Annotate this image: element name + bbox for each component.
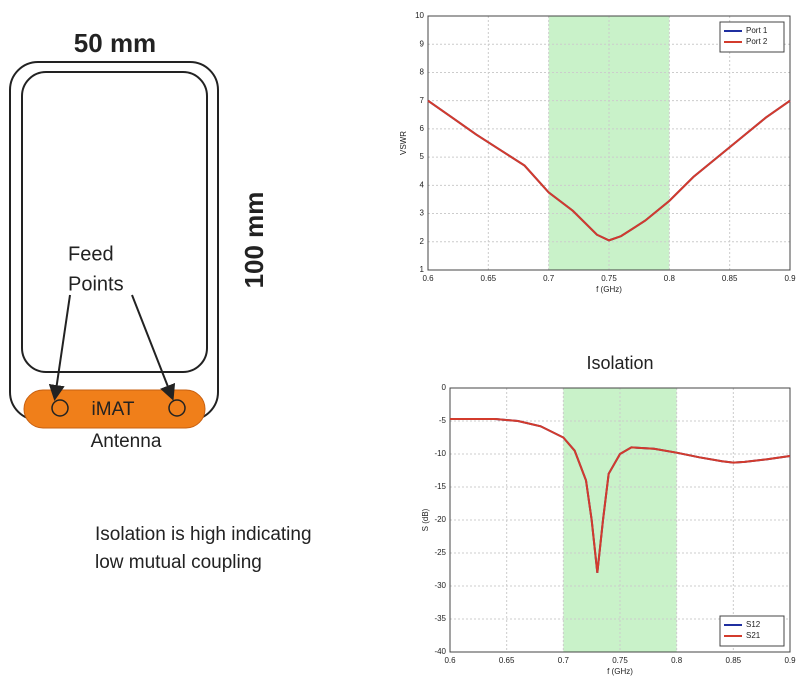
antenna	[23, 389, 206, 429]
arrow	[131, 294, 176, 401]
x-tick-label: 0.7	[543, 274, 555, 283]
x-tick-label: 0.8	[664, 274, 676, 283]
legend-label: S21	[746, 631, 761, 640]
chart-title: Isolation	[586, 353, 653, 373]
feed-label: Points	[68, 273, 124, 295]
antenna-caption: Antenna	[91, 431, 162, 452]
y-tick-label: 5	[420, 152, 425, 161]
feed-point	[168, 399, 186, 417]
y-axis-label: S (dB)	[421, 508, 430, 531]
x-tick-label: 0.75	[601, 274, 617, 283]
x-tick-label: 0.8	[671, 656, 683, 665]
y-tick-label: -20	[434, 515, 446, 524]
y-tick-label: -15	[434, 482, 446, 491]
y-tick-label: 0	[442, 383, 447, 392]
screen-outline	[21, 71, 208, 373]
y-tick-label: 6	[420, 124, 425, 133]
series-line	[427, 99, 791, 242]
legend-label: Port 2	[746, 37, 768, 46]
note: low mutual coupling	[95, 552, 262, 573]
plot-frame	[427, 15, 791, 271]
y-tick-label: 3	[420, 209, 425, 218]
y-tick-label: 7	[420, 96, 425, 105]
legend-label: Port 1	[746, 26, 768, 35]
y-axis-label: VSWR	[399, 131, 408, 155]
x-axis-label: f (GHz)	[596, 285, 622, 294]
y-tick-label: -35	[434, 614, 446, 623]
x-tick-label: 0.65	[481, 274, 497, 283]
y-tick-label: -40	[434, 647, 446, 656]
x-tick-label: 0.85	[722, 274, 738, 283]
plot-frame	[449, 387, 791, 653]
legend	[719, 21, 785, 53]
width-label: 50 mm	[74, 28, 156, 58]
legend	[719, 615, 785, 647]
y-tick-label: 2	[420, 237, 425, 246]
x-tick-label: 0.65	[499, 656, 515, 665]
y-tick-label: 9	[420, 39, 425, 48]
y-tick-label: -10	[434, 449, 446, 458]
y-tick-label: 8	[420, 68, 425, 77]
feed-label: Feed	[68, 243, 114, 265]
note: Isolation is high indicating	[95, 524, 312, 545]
x-tick-label: 0.9	[784, 274, 796, 283]
height-label: 100 mm	[239, 192, 269, 289]
x-tick-label: 0.9	[784, 656, 796, 665]
y-tick-label: 4	[420, 180, 425, 189]
phone-outline	[9, 61, 219, 421]
x-tick-label: 0.85	[726, 656, 742, 665]
x-tick-label: 0.75	[612, 656, 628, 665]
x-axis-label: f (GHz)	[607, 667, 633, 676]
x-tick-label: 0.6	[422, 274, 434, 283]
y-tick-label: -25	[434, 548, 446, 557]
y-tick-label: -5	[439, 416, 447, 425]
legend-label: S12	[746, 620, 761, 629]
y-tick-label: 10	[415, 11, 424, 20]
y-tick-label: 1	[420, 265, 425, 274]
y-tick-label: -30	[434, 581, 446, 590]
band	[548, 16, 670, 270]
antenna-label: iMAT	[92, 399, 135, 420]
series-line	[450, 418, 791, 573]
x-tick-label: 0.6	[444, 656, 456, 665]
x-tick-label: 0.7	[558, 656, 570, 665]
arrow	[48, 294, 71, 401]
